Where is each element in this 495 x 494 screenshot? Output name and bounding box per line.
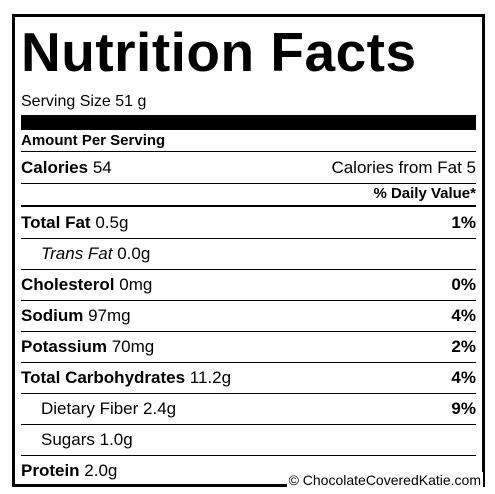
nutrient-name: Sodium — [21, 306, 84, 325]
calories-label: Calories — [21, 158, 89, 177]
daily-value: 4% — [451, 306, 476, 325]
divider — [21, 205, 476, 207]
divider — [21, 455, 476, 456]
nutrient-row: Total Carbohydrates 11.2g 4% — [21, 363, 476, 393]
nutrient-name: Total Fat — [21, 213, 91, 232]
divider — [21, 331, 476, 332]
daily-value: 0% — [451, 275, 476, 294]
watermark: © ChocolateCoveredKatie.com — [286, 472, 483, 488]
divider — [21, 424, 476, 425]
nutrient-amount: 1.0g — [99, 430, 133, 449]
daily-value: 9% — [451, 399, 476, 418]
nutrient-name: Potassium — [21, 337, 107, 356]
daily-value: 2% — [451, 337, 476, 356]
divider — [21, 238, 476, 239]
nutrient-amount: 0mg — [119, 275, 153, 294]
daily-value: 1% — [451, 213, 476, 232]
nutrient-row: Protein 2.0g — [21, 456, 476, 486]
nutrient-name: Dietary Fiber — [41, 399, 139, 418]
title: Nutrition Facts — [21, 21, 417, 83]
nutrient-name: Sugars — [41, 430, 95, 449]
divider — [21, 183, 476, 184]
nutrient-amount: 97mg — [88, 306, 131, 325]
divider — [21, 300, 476, 301]
nutrient-name: Cholesterol — [21, 275, 115, 294]
nutrient-name: Total Carbohydrates — [21, 368, 186, 387]
divider — [21, 486, 476, 487]
sub-nutrient-row: Sugars 1.0g — [21, 425, 476, 455]
nutrient-amount: 2.0g — [84, 461, 118, 480]
calories-value: 54 — [92, 158, 112, 177]
nutrient-amount: 0.0g — [117, 244, 151, 263]
nutrient-amount: 2.4g — [143, 399, 177, 418]
divider — [21, 362, 476, 363]
daily-value-row: % Daily Value* — [21, 182, 476, 206]
calories-row: Calories 54 Calories from Fat 5 — [21, 153, 476, 183]
nutrient-name: Protein — [21, 461, 80, 480]
serving-size: Serving Size 51 g — [21, 93, 147, 110]
nutrient-amount: 70mg — [111, 337, 155, 356]
divider — [21, 269, 476, 270]
nutrient-name: Trans Fat — [41, 244, 113, 263]
amount-header: Amount Per Serving — [21, 132, 166, 149]
nutrient-row: Potassium 70mg 2% — [21, 332, 476, 362]
sub-nutrient-row: Trans Fat 0.0g — [21, 239, 476, 269]
nutrient-row: Total Fat 0.5g 1% — [21, 208, 476, 238]
sub-nutrient-row: Dietary Fiber 2.4g 9% — [21, 394, 476, 424]
divider — [21, 151, 476, 152]
nutrient-amount: 0.5g — [95, 213, 129, 232]
daily-value-header: % Daily Value* — [373, 185, 476, 202]
divider — [21, 115, 476, 130]
divider — [21, 393, 476, 394]
nutrient-row: Sodium 97mg 4% — [21, 301, 476, 331]
nutrition-label: Nutrition Facts Serving Size 51 g Amount… — [12, 14, 485, 487]
nutrient-amount: 11.2g — [189, 368, 232, 387]
daily-value: 4% — [451, 368, 476, 387]
calories-from-fat: Calories from Fat 5 — [331, 158, 476, 177]
nutrient-row: Cholesterol 0mg 0% — [21, 270, 476, 300]
